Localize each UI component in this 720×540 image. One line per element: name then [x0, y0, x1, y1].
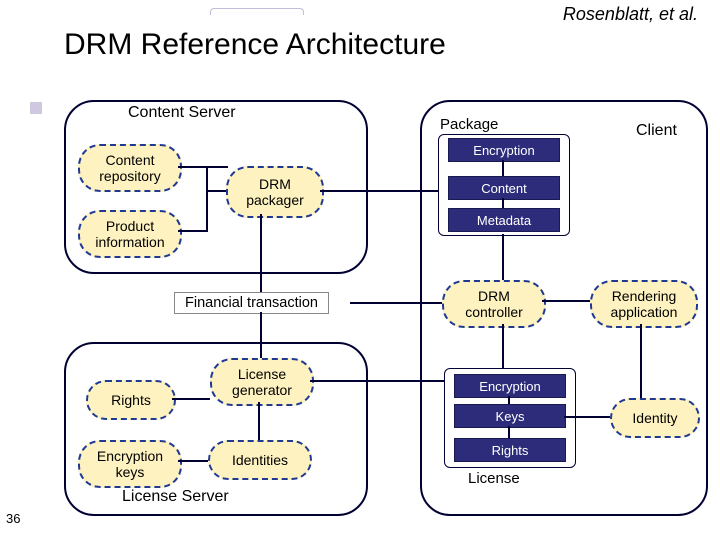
- edge-financial: [350, 302, 442, 304]
- node-rendering-application: Rendering application: [590, 280, 698, 328]
- client-label: Client: [636, 122, 677, 140]
- edge: [172, 398, 210, 400]
- content-server-label: Content Server: [128, 104, 236, 122]
- node-identity: Identity: [610, 398, 700, 438]
- edge: [502, 160, 504, 176]
- edge: [206, 168, 208, 230]
- license-server-label: License Server: [122, 488, 229, 506]
- license-frame: [444, 368, 576, 468]
- edge: [564, 416, 610, 418]
- package-frame: [438, 134, 570, 236]
- node-content-repository: Content repository: [78, 144, 182, 192]
- slide-title: DRM Reference Architecture: [64, 28, 446, 62]
- package-title: Package: [440, 116, 498, 133]
- node-license-generator: License generator: [210, 358, 314, 406]
- edge: [508, 426, 510, 438]
- edge: [178, 230, 208, 232]
- license-title: License: [468, 470, 520, 487]
- edge: [502, 198, 504, 208]
- edge: [178, 460, 208, 462]
- edge: [260, 312, 262, 358]
- attribution-text: Rosenblatt, et al.: [563, 4, 698, 25]
- edge: [542, 300, 590, 302]
- edge: [178, 166, 228, 168]
- node-drm-packager: DRM packager: [226, 166, 324, 218]
- edge: [206, 190, 226, 192]
- node-product-information: Product information: [78, 210, 182, 258]
- slide-canvas: Rosenblatt, et al. DRM Reference Archite…: [0, 0, 720, 540]
- edge: [640, 324, 642, 398]
- node-encryption-keys: Encryption keys: [78, 440, 182, 488]
- edge-label-financial-transaction: Financial transaction: [174, 292, 329, 314]
- edge: [508, 396, 510, 404]
- node-rights: Rights: [86, 380, 176, 420]
- node-identities: Identities: [208, 440, 312, 480]
- edge-licensegen-to-license: [310, 380, 444, 382]
- edge: [502, 234, 504, 280]
- node-drm-controller: DRM controller: [442, 280, 546, 328]
- edge: [502, 324, 504, 368]
- edge: [260, 214, 262, 292]
- edge-packager-to-package: [320, 190, 438, 192]
- edge: [258, 402, 260, 440]
- bullet-deco-icon: [30, 102, 42, 114]
- slide-number: 36: [6, 511, 20, 526]
